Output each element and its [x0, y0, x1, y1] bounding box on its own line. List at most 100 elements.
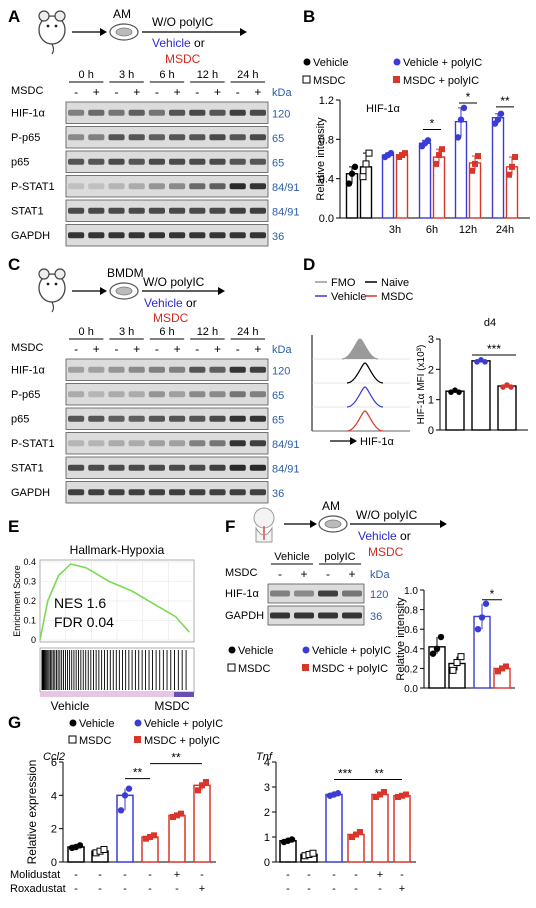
blot-band [88, 489, 105, 496]
panel-a-letter: A [8, 7, 20, 26]
y-tick-label: 0.4 [23, 557, 36, 567]
x-arrow-head-icon [350, 437, 357, 445]
blot-band [229, 415, 246, 422]
msdc-sign: - [195, 85, 199, 99]
blot-band [229, 207, 246, 214]
treatment-vehicle: Vehicle [152, 36, 191, 50]
kda-header: kDa [272, 344, 292, 356]
blot-band [148, 440, 165, 447]
blot-label: GAPDH [11, 487, 50, 499]
blot-band [108, 415, 125, 422]
msdc-sign: - [155, 342, 159, 356]
treatment-sign: - [98, 883, 102, 895]
y-axis-label: HIF-1α MFI (x10³) [416, 345, 427, 425]
data-point [377, 791, 383, 798]
histogram-peak [346, 386, 384, 408]
blot-band [229, 440, 246, 447]
rank-bar-end [174, 692, 194, 697]
y-tick-label: 0.2 [23, 596, 36, 606]
data-point [125, 785, 133, 792]
blot-band [189, 366, 206, 373]
blot-band [229, 391, 246, 398]
legend-msdc: MSDC [79, 735, 111, 747]
arrow-head-icon [240, 28, 247, 36]
y-tick-label: 0 [31, 635, 36, 645]
blot-band [88, 158, 105, 165]
significance-stars: *** [487, 342, 501, 356]
treatment-line2: Vehicle or [358, 529, 411, 543]
blot-band [229, 158, 246, 165]
data-point [170, 814, 176, 820]
data-point [482, 359, 488, 365]
data-point [454, 134, 462, 141]
legend-vehicle-polyic: Vehicle + polyIC [403, 57, 482, 69]
msdc-sign: + [93, 342, 100, 356]
msdc-sign: - [155, 85, 159, 99]
legend-b: Vehicle Vehicle + polyIC MSDC MSDC + pol… [302, 57, 482, 87]
blot-band [229, 109, 246, 116]
blot-label: p65 [11, 413, 29, 425]
data-point [353, 831, 359, 838]
y-tick-label: 0 [428, 425, 434, 437]
blot-band [108, 158, 125, 165]
blot-band [148, 232, 165, 239]
data-point [399, 792, 405, 799]
blot-band [108, 134, 125, 141]
data-point [309, 849, 317, 857]
blot-band [189, 109, 206, 116]
data-point [359, 173, 367, 181]
blot-band [229, 366, 246, 373]
treatment-sign: - [123, 869, 127, 881]
blot-band [128, 366, 145, 373]
blot-band [68, 183, 85, 190]
treatment-msdc: MSDC [165, 52, 201, 66]
data-point [143, 835, 149, 842]
mouse-icon [38, 268, 66, 313]
blot-band [108, 489, 125, 496]
y-tick-label: 0.2 [404, 664, 418, 675]
data-point [437, 633, 445, 641]
kda-header: kDa [272, 87, 292, 99]
data-point [424, 137, 432, 144]
treatment-row-label: Molidustat [10, 869, 60, 881]
data-point [402, 150, 408, 157]
legend-vehicle-polyic-marker [393, 58, 401, 66]
blot-band [148, 464, 165, 471]
data-point [174, 812, 180, 819]
blot-band [169, 207, 186, 214]
data-point [365, 149, 373, 157]
western-blot-f: Vehicle polyIC MSDC - + - + kDa HIF-1α 120 GAPDH 36 [225, 551, 390, 626]
blot-kda: 65 [272, 133, 284, 145]
data-point [482, 600, 490, 607]
x-tick-label: 3h [389, 224, 401, 236]
panel-f-letter: F [225, 517, 235, 536]
treatment-sign: - [354, 883, 358, 895]
treatment-sign: - [123, 883, 127, 895]
blot-band [229, 232, 246, 239]
blot-strip [65, 432, 269, 455]
blot-band [209, 391, 226, 398]
bar [445, 390, 465, 431]
y-tick-label: 2 [264, 807, 270, 819]
data-point [373, 794, 379, 800]
data-point [453, 659, 461, 667]
blot-band [108, 232, 125, 239]
treatment-sign: - [74, 883, 78, 895]
timepoint-label: 12 h [197, 326, 218, 338]
msdc-sign: + [254, 85, 261, 99]
legend-msdc-marker [227, 663, 236, 672]
bar [418, 142, 432, 219]
blot-band [209, 207, 226, 214]
blot-band [294, 590, 314, 597]
data-point [147, 834, 153, 840]
x-tick-label: 24h [496, 224, 514, 236]
chart-title: Hallmark-Hypoxia [70, 543, 165, 557]
blot-kda: 65 [272, 414, 284, 426]
y-tick-label: 0.8 [319, 134, 334, 146]
y-tick-label: 0 [264, 857, 270, 869]
chart-title: HIF-1α [366, 103, 401, 115]
timepoint-label: 12 h [197, 69, 218, 81]
treatment-msdc: MSDC [153, 311, 189, 325]
blot-band [209, 366, 226, 373]
y-tick-label: 0.3 [23, 577, 36, 587]
